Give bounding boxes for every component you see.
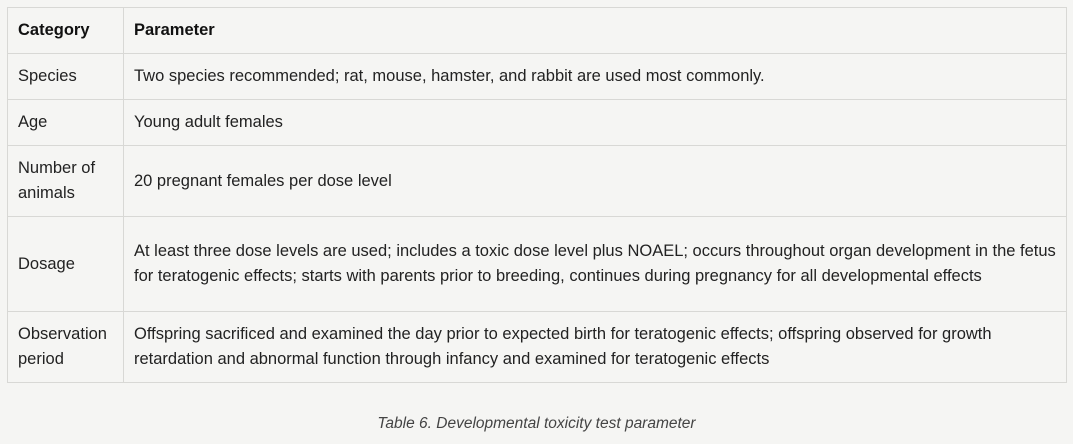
row-category: Age bbox=[7, 99, 124, 146]
table-header-row: Category Parameter bbox=[7, 7, 1067, 54]
table-row: Age Young adult females bbox=[7, 99, 1067, 146]
row-parameter: Two species recommended; rat, mouse, ham… bbox=[123, 53, 1067, 100]
table-row: Dosage At least three dose levels are us… bbox=[7, 216, 1067, 312]
row-parameter: Young adult females bbox=[123, 99, 1067, 146]
header-category: Category bbox=[7, 7, 124, 54]
developmental-toxicity-table: Category Parameter Species Two species r… bbox=[7, 7, 1067, 383]
table-caption: Table 6. Developmental toxicity test par… bbox=[377, 415, 696, 432]
row-parameter: 20 pregnant females per dose level bbox=[123, 145, 1067, 217]
row-category: Dosage bbox=[7, 216, 124, 312]
row-parameter: Offspring sacrificed and examined the da… bbox=[123, 311, 1067, 383]
row-category: Number of animals bbox=[7, 145, 124, 217]
row-parameter: At least three dose levels are used; inc… bbox=[123, 216, 1067, 312]
row-category: Species bbox=[7, 53, 124, 100]
header-parameter: Parameter bbox=[123, 7, 1067, 54]
table-row: Observation period Offspring sacrificed … bbox=[7, 311, 1067, 383]
parameter-table-container: Category Parameter Species Two species r… bbox=[7, 7, 1067, 383]
table-row: Species Two species recommended; rat, mo… bbox=[7, 53, 1067, 100]
table-row: Number of animals 20 pregnant females pe… bbox=[7, 145, 1067, 217]
row-category: Observation period bbox=[7, 311, 124, 383]
